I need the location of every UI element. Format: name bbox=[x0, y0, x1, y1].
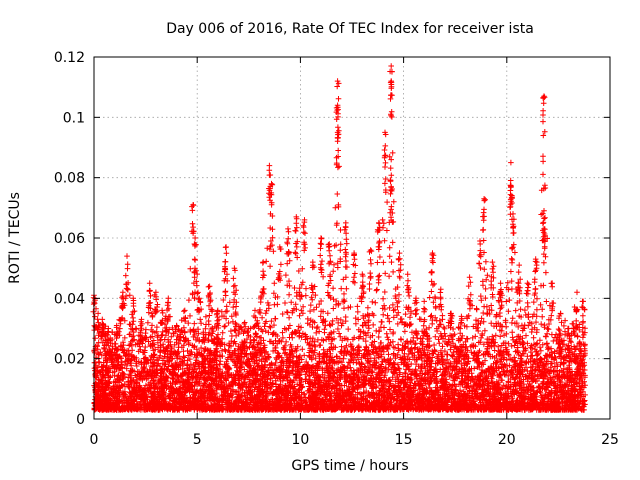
data-point bbox=[137, 343, 143, 350]
chart-title: Day 006 of 2016, Rate Of TEC Index for r… bbox=[166, 21, 534, 37]
data-point bbox=[490, 360, 497, 367]
data-point bbox=[123, 365, 130, 372]
data-point bbox=[228, 328, 234, 334]
data-point bbox=[169, 346, 175, 352]
data-point bbox=[126, 371, 133, 377]
data-point bbox=[369, 332, 376, 339]
data-point bbox=[389, 374, 396, 380]
data-point bbox=[441, 324, 447, 331]
data-point bbox=[217, 352, 223, 358]
data-point bbox=[544, 340, 550, 347]
data-point bbox=[296, 372, 303, 379]
data-point bbox=[134, 363, 140, 369]
data-point bbox=[540, 342, 546, 348]
data-point bbox=[565, 370, 572, 376]
data-point bbox=[431, 342, 437, 348]
data-points bbox=[90, 63, 588, 413]
data-point bbox=[488, 320, 494, 327]
data-point bbox=[439, 343, 446, 350]
data-point bbox=[387, 326, 393, 333]
data-point bbox=[468, 349, 475, 355]
data-point bbox=[133, 326, 140, 332]
data-point bbox=[510, 364, 516, 371]
data-point bbox=[381, 356, 388, 362]
data-point bbox=[290, 353, 297, 360]
data-point bbox=[385, 351, 392, 358]
data-point bbox=[355, 356, 361, 363]
data-point bbox=[260, 337, 267, 344]
data-point bbox=[301, 390, 307, 397]
data-point bbox=[528, 349, 534, 355]
data-point bbox=[145, 338, 152, 345]
data-point bbox=[369, 369, 376, 376]
data-point bbox=[241, 366, 248, 373]
data-point bbox=[180, 353, 187, 360]
data-point bbox=[524, 368, 531, 374]
data-point bbox=[143, 382, 149, 389]
data-point bbox=[537, 344, 543, 350]
